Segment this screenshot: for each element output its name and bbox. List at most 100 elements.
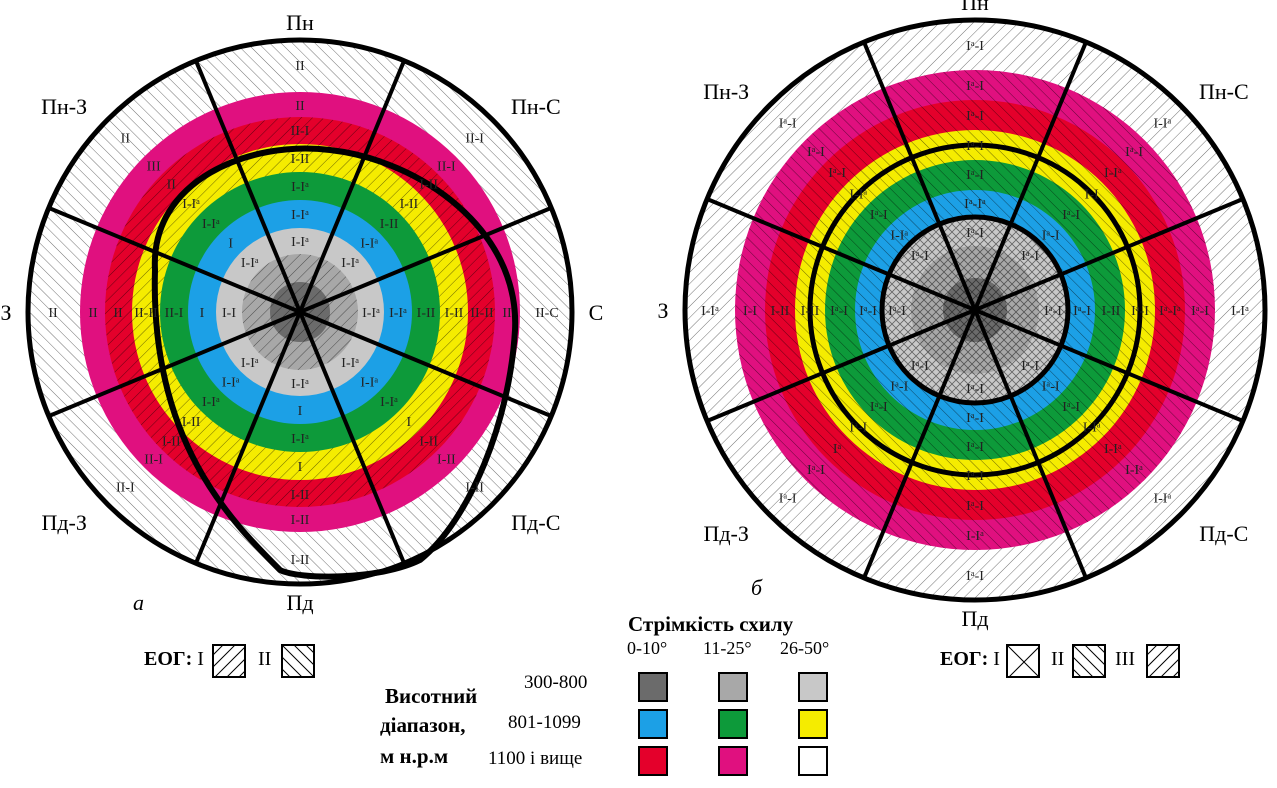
b-label-e-0: I-Iᵃ [1231, 304, 1249, 319]
b-label-ne-3: I-I [1085, 187, 1099, 202]
b-label-n-3: Iᵃ-I [966, 139, 984, 154]
b-label-w-4: Iᵃ-I [830, 304, 848, 319]
a-label-e-0: II-C [535, 306, 558, 321]
b-label-n-2: Iᵃ-I [966, 109, 984, 124]
b-sector-line [974, 308, 1244, 423]
eog-label: ЕОГ: [144, 648, 193, 670]
a-label-nw-1: III [147, 160, 161, 175]
eog-b-pattern-3 [1146, 644, 1180, 678]
caption-a: a [133, 590, 144, 615]
eog-label-b: ЕОГ: [940, 648, 989, 670]
a-direction-e: С [589, 300, 604, 325]
eog-a-pattern-2 [281, 644, 315, 678]
a-label-ne-3: I-II [400, 197, 419, 212]
a-label-e-3: I-II [445, 306, 464, 321]
b-label-sw-4: Iᵃ-I [870, 400, 888, 415]
a-label-w-3: II-II [134, 306, 158, 321]
b-label-w-2: I-II [771, 304, 790, 319]
a-label-n-4: I-Iᵃ [291, 180, 309, 195]
a-label-e-2: II-II [470, 306, 494, 321]
b-core-border [879, 214, 1071, 406]
a-label-nw-2: II [167, 177, 177, 192]
b-label-n-0: Iᵃ-I [966, 39, 984, 54]
b-label-e-1: Iᵃ-I [1191, 304, 1209, 319]
a-label-ne-5: I-Iᵃ [360, 237, 378, 252]
a-sector-line [299, 310, 553, 418]
legend-altitude-title-1: Висотний [385, 684, 478, 708]
a-label-se-1: I-II [437, 452, 456, 467]
a-label-e-6: I-Iᵃ [362, 306, 380, 321]
legend-swatch-r0-c0 [638, 672, 668, 702]
eog-b-pattern-1 [1006, 644, 1040, 678]
a-label-ne-4: I-II [380, 217, 399, 232]
b-label-ne-0: I-Iᵃ [1153, 117, 1171, 132]
eog-b-3: III [1115, 648, 1135, 670]
b-label-se-2: I-Iᵃ [1104, 442, 1122, 457]
a-sector-line [298, 311, 406, 565]
b-label-s-3: Iᵃ-I [966, 469, 984, 484]
b-label-s-6: Iᵃ-I [966, 382, 984, 397]
a-label-e-1: II [502, 306, 512, 321]
diagram-b: Iᵃ-IIᵃ-IIᵃ-IIᵃ-IIᵃ-IIᵃ-IᵃIᵃ-II-IᵃIᵃ-II-I… [657, 0, 1268, 631]
b-label-e-3: Iᵃ-I [1131, 304, 1149, 319]
a-label-w-6: I-I [222, 306, 236, 321]
b-sector-line [862, 309, 977, 579]
a-label-n-5: I-Iᵃ [291, 208, 309, 223]
a-label-e-4: I-II [417, 306, 436, 321]
a-label-sw-6: I-Iᵃ [241, 356, 259, 371]
b-label-s-0: Iᵃ-I [966, 569, 984, 584]
b-label-sw-0: Iᵃ-I [779, 491, 797, 506]
legend-slope-title: Стрімкість схилу [628, 612, 794, 636]
eog-a-2: II [258, 648, 272, 670]
a-label-w-4: II-I [165, 306, 184, 321]
a-label-ne-0: II-I [465, 131, 484, 146]
b-label-sw-2: Iᵃ [833, 442, 842, 457]
b-sector-line [974, 197, 1244, 312]
a-label-s-0: I-II [291, 553, 310, 568]
legend-alt-3: 1100 і вище [488, 748, 583, 769]
b-direction-nw: Пн-З [703, 79, 749, 104]
legend-swatch-r1-c1 [718, 709, 748, 739]
b-sector-line [706, 197, 976, 312]
legend-swatch-r0-c2 [798, 672, 828, 702]
b-direction-n: Пн [961, 0, 989, 15]
b-label-nw-1: Iᵃ-I [807, 145, 825, 160]
caption-b: б [751, 575, 763, 600]
a-sector-line [299, 206, 553, 314]
a-direction-se: Пд-С [511, 510, 560, 535]
legend-altitude-title-3: м н.р.м [380, 744, 449, 768]
b-label-nw-2: Iᵃ-I [828, 166, 846, 181]
b-inner-border [807, 142, 1143, 478]
b-label-e-6: Iᵃ-I [1044, 304, 1062, 319]
a-eog-contour [151, 145, 519, 580]
a-label-n-3: I-II [291, 152, 310, 167]
a-direction-n: Пн [286, 10, 314, 35]
b-label-ne-1: Iᵃ-I [1125, 145, 1143, 160]
a-label-sw-3: I-II [182, 415, 201, 430]
legend-slope-h3: 26-50° [780, 638, 830, 658]
b-label-sw-3: Iᵃ-I [849, 421, 867, 436]
a-label-e-5: I-Iᵃ [389, 306, 407, 321]
b-label-nw-5: I-Iᵃ [890, 228, 908, 243]
b-label-nw-6: Iᵃ-I [911, 249, 929, 264]
a-label-nw-3: I-Iᵃ [182, 197, 200, 212]
legend-swatch-r2-c2 [798, 746, 828, 776]
a-sector-line [47, 310, 301, 418]
legend-altitude-title-2: діапазон, [380, 713, 466, 737]
eog-b-2: II [1051, 648, 1065, 670]
a-label-sw-0: II-I [116, 481, 135, 496]
b-label-e-4: I-II [1102, 304, 1121, 319]
a-label-nw-5: I [228, 237, 233, 252]
a-label-sw-5: I-Iᵃ [222, 375, 240, 390]
a-label-ne-1: II-I [437, 160, 456, 175]
a-direction-w: З [0, 300, 11, 325]
b-outer-border [682, 17, 1268, 603]
b-label-w-0: I-Iᵃ [701, 304, 719, 319]
a-direction-sw: Пд-З [41, 510, 86, 535]
legend-alt-2: 801-1099 [508, 712, 581, 733]
b-label-w-3: I-II [801, 304, 820, 319]
b-label-nw-4: Iᵃ-I [870, 208, 888, 223]
a-label-se-6: I-Iᵃ [341, 356, 359, 371]
b-direction-s: Пд [961, 606, 988, 631]
